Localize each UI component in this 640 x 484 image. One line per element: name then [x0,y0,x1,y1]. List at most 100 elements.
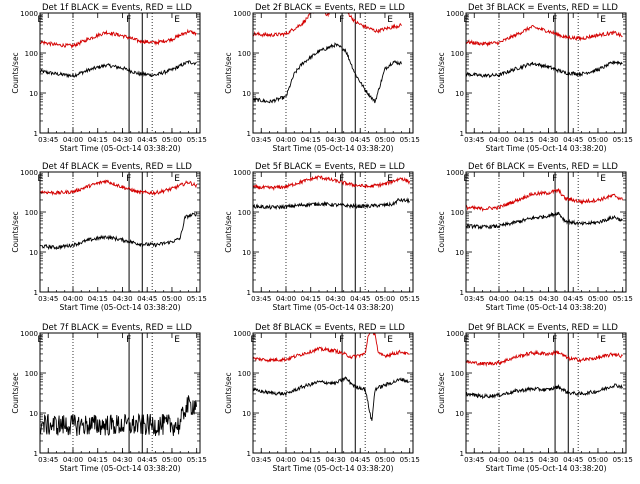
y-tick-label: 1 [34,450,38,458]
plot-frame [465,171,627,293]
panel-title: Det 3f BLACK = Events, RED = LLD [468,3,618,13]
flare-mark: F [552,15,557,25]
panel-title: Det 4f BLACK = Events, RED = LLD [42,162,192,172]
x-tick-label: 05:15 [187,136,207,144]
x-tick-label: 03:45 [464,136,484,144]
x-axis-label: Start Time (05-Oct-14 03:38:20) [272,303,393,312]
series-events [253,42,402,104]
x-tick-label: 03:45 [464,295,484,303]
x-tick-label: 05:00 [588,136,608,144]
attenuator-mark: E [387,174,393,184]
y-tick-label: 100 [25,50,38,58]
plot-frame [39,332,201,454]
x-axis-label: Start Time (05-Oct-14 03:38:20) [59,144,180,153]
attenuator-mark: E [37,174,43,184]
y-tick-label: 1 [247,450,251,458]
x-tick-label: 04:00 [489,136,509,144]
series-events [466,211,623,230]
y-axis-label: Counts/sec [224,372,233,413]
y-tick-label: 10 [455,90,464,98]
y-tick-label: 1 [460,450,464,458]
x-tick-label: 05:15 [187,456,207,464]
x-tick-label: 05:15 [613,136,633,144]
x-tick-label: 04:30 [325,295,345,303]
y-tick-label: 1 [247,289,251,297]
attenuator-mark: E [174,15,180,25]
y-tick-label: 100 [25,209,38,217]
x-tick-label: 04:00 [489,456,509,464]
panel-title: Det 6f BLACK = Events, RED = LLD [468,162,618,172]
panel-det-6: Det 6f BLACK = Events, RED = LLD E E F 1 10 10… [437,162,633,312]
series-lld [253,175,410,191]
y-tick-label: 1000 [20,330,38,338]
y-tick-label: 10 [242,90,251,98]
y-tick-label: 10 [29,410,38,418]
x-tick-label: 04:30 [112,456,132,464]
attenuator-mark: E [174,174,180,184]
x-axis-label: Start Time (05-Oct-14 03:38:20) [485,303,606,312]
plot-area [466,172,623,292]
series-events [40,212,197,251]
flare-mark: F [339,335,344,345]
x-tick-label: 05:15 [613,456,633,464]
x-tick-label: 04:45 [137,295,157,303]
plot-area [40,333,197,453]
attenuator-mark: E [463,15,469,25]
x-tick-label: 04:45 [350,295,370,303]
x-axis-label: Start Time (05-Oct-14 03:38:20) [272,144,393,153]
attenuator-mark: E [37,15,43,25]
x-tick-label: 05:00 [588,295,608,303]
y-axis-label: Counts/sec [11,372,20,413]
x-tick-label: 04:30 [325,456,345,464]
series-lld [40,28,197,49]
x-tick-label: 04:00 [63,456,83,464]
x-tick-label: 04:15 [301,136,321,144]
x-tick-label: 03:45 [251,295,271,303]
x-tick-label: 04:45 [137,136,157,144]
plot-frame [252,171,414,293]
x-tick-label: 03:45 [464,456,484,464]
x-tick-label: 05:15 [400,136,420,144]
y-axis-label: Counts/sec [11,211,20,252]
x-tick-label: 04:00 [63,136,83,144]
y-tick-label: 1000 [233,169,251,177]
plot-area [40,172,197,292]
y-axis-label: Counts/sec [224,211,233,252]
y-axis-label: Counts/sec [437,372,446,413]
panel-det-7: Det 7f BLACK = Events, RED = LLD E E F 1 10 10… [11,323,207,473]
x-tick-label: 05:00 [375,136,395,144]
x-axis-label: Start Time (05-Oct-14 03:38:20) [485,144,606,153]
x-tick-label: 04:15 [514,295,534,303]
plot-frame [465,332,627,454]
y-tick-label: 100 [451,209,464,217]
plot-area [466,13,623,133]
y-axis-label: Counts/sec [224,52,233,93]
x-tick-label: 03:45 [38,295,58,303]
y-tick-label: 100 [238,209,251,217]
y-tick-label: 100 [451,50,464,58]
y-tick-label: 1 [460,289,464,297]
y-tick-label: 1000 [20,10,38,18]
x-tick-label: 04:00 [489,295,509,303]
y-tick-label: 10 [455,249,464,257]
flare-mark: F [552,335,557,345]
y-tick-label: 100 [238,50,251,58]
series-events [40,60,197,79]
y-axis-label: Counts/sec [437,211,446,252]
panel-det-8: Det 8f BLACK = Events, RED = LLD E E F 1 10 10… [224,323,420,473]
x-tick-label: 04:00 [276,295,296,303]
plot-area [253,13,402,133]
panel-title: Det 9f BLACK = Events, RED = LLD [468,323,618,333]
y-tick-label: 100 [451,370,464,378]
panel-title: Det 2f BLACK = Events, RED = LLD [255,3,405,13]
panel-det-9: Det 9f BLACK = Events, RED = LLD E E F 1 10 10… [437,323,633,473]
plot-frame [39,12,201,134]
y-tick-label: 10 [29,249,38,257]
x-tick-label: 04:15 [301,295,321,303]
x-axis-label: Start Time (05-Oct-14 03:38:20) [59,303,180,312]
y-tick-label: 10 [29,90,38,98]
panel-det-1: Det 1f BLACK = Events, RED = LLD E E F 1 10 10… [11,3,207,153]
x-tick-label: 05:15 [187,295,207,303]
y-tick-label: 1000 [446,10,464,18]
x-tick-label: 05:00 [162,295,182,303]
